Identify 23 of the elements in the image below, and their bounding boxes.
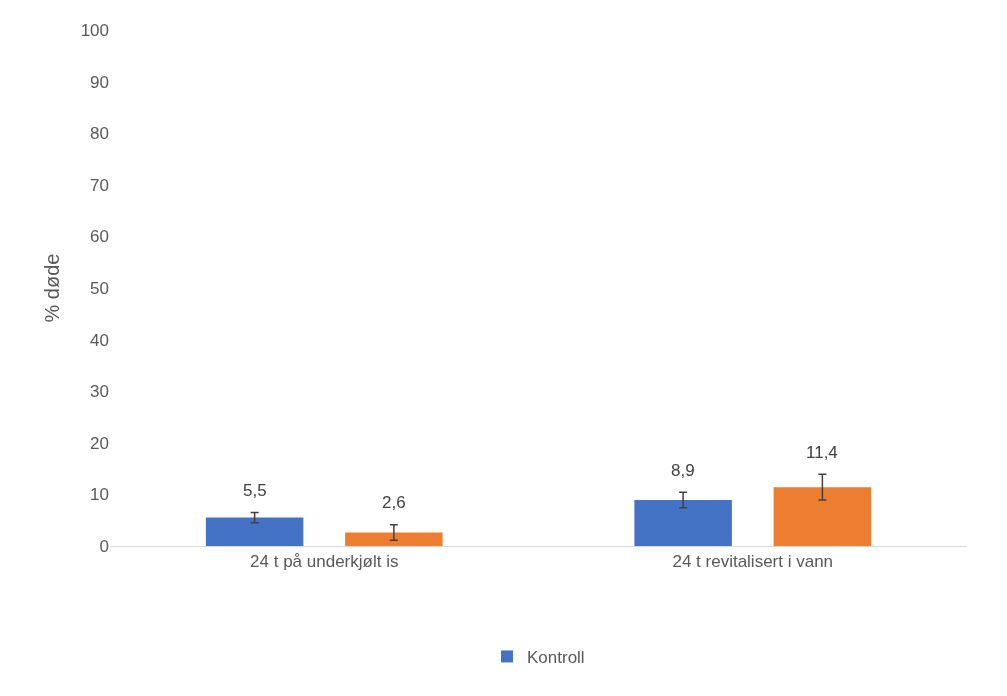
bar: [773, 487, 872, 546]
y-tick-label: 90: [90, 72, 109, 92]
y-tick-label: 30: [90, 382, 109, 402]
bar: [634, 500, 732, 546]
bar: [345, 532, 443, 546]
data-label: 8,9: [671, 461, 695, 480]
bar: [205, 517, 304, 546]
x-tick-label: 24 t revitalisert i vann: [672, 552, 834, 572]
y-tick-label: 10: [90, 485, 109, 505]
data-label: 2,6: [382, 493, 406, 512]
data-label: 11,4: [806, 443, 838, 462]
y-tick-label: 100: [80, 20, 109, 40]
y-axis-title: % døde: [41, 253, 64, 323]
legend-label: Kontroll: [527, 648, 585, 668]
y-tick-label: 40: [90, 330, 109, 350]
y-tick-label: 60: [90, 227, 109, 247]
y-tick-label: 70: [90, 175, 109, 195]
data-label: 5,5: [243, 481, 267, 500]
y-tick-label: 20: [90, 433, 109, 453]
y-tick-label: 80: [90, 124, 109, 144]
y-tick-label: 0: [99, 536, 109, 556]
x-tick-label: 24 t på underkjølt is: [250, 552, 399, 572]
y-tick-label: 50: [90, 278, 109, 298]
